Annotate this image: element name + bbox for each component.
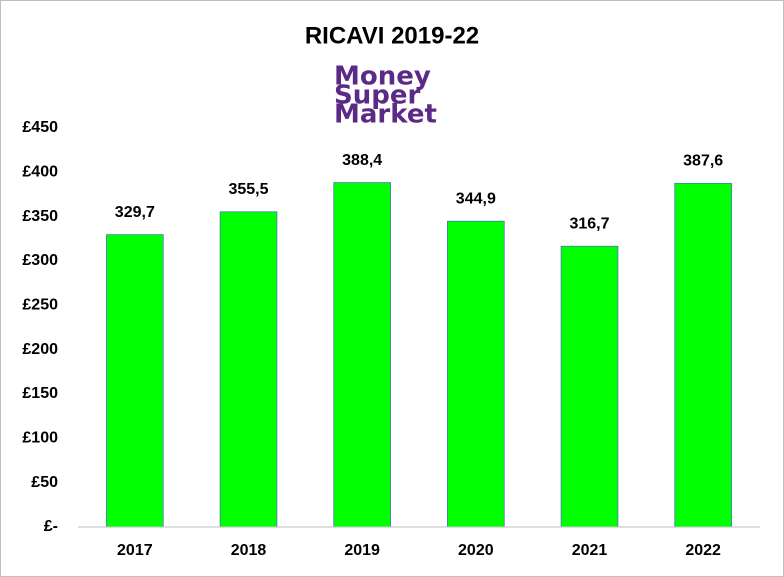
y-tick-label: £300 [22,252,58,269]
y-tick-label: £400 [22,164,58,181]
value-label: 329,7 [115,204,155,221]
value-label: 316,7 [569,215,609,232]
y-tick-label: £450 [22,119,58,136]
bar [333,182,391,528]
x-tick-label: 2020 [458,542,494,559]
chart-title: RICAVI 2019-22 [305,22,479,49]
bar [447,220,505,528]
y-tick-label: £- [44,518,58,535]
x-tick-label: 2022 [685,542,721,559]
x-tick-label: 2017 [117,542,153,559]
y-tick-label: £200 [22,341,58,358]
x-tick-label: 2021 [572,542,608,559]
x-tick-label: 2018 [231,542,267,559]
y-tick-label: £250 [22,297,58,314]
bar [219,211,278,528]
value-label: 388,4 [342,152,382,169]
logo-line: Market [334,100,437,130]
value-label: 355,5 [228,181,268,198]
y-tick-label: £100 [22,430,58,447]
value-label: 387,6 [683,153,723,170]
x-tick-label: 2019 [344,542,380,559]
logo-line: Money [334,62,431,92]
y-tick-label: £150 [22,385,58,402]
value-label: 344,9 [456,190,496,207]
bar [674,182,732,528]
bar [106,234,164,528]
logo-line: Super [334,81,420,111]
y-tick-label: £50 [31,474,58,491]
y-tick-label: £350 [22,208,58,225]
bar [560,245,619,528]
